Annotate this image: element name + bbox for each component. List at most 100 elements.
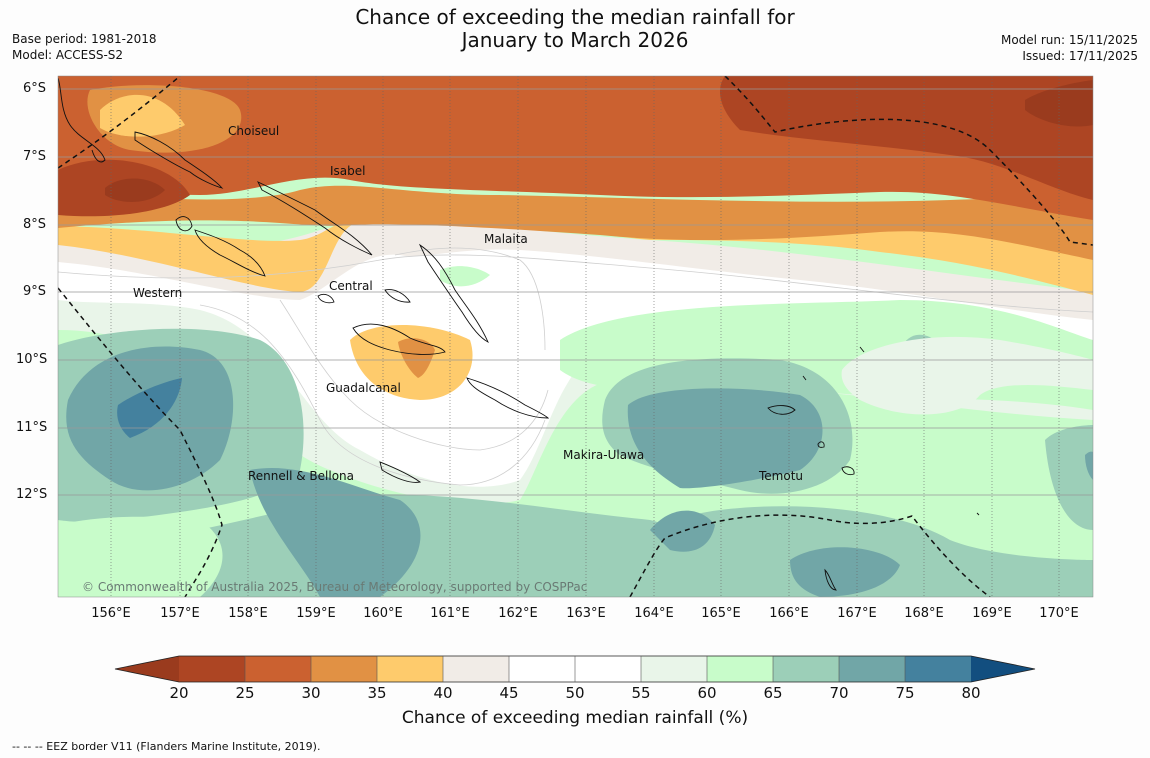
contour-yellow-choiseul <box>100 94 185 137</box>
lon-label: 162°E <box>498 606 538 621</box>
cbar-tick: 25 <box>235 684 255 702</box>
lon-label: 159°E <box>296 606 336 621</box>
lon-label: 164°E <box>634 606 674 621</box>
region-label-choiseul: Choiseul <box>228 124 280 138</box>
contour-70-75-se2 <box>790 547 900 597</box>
region-label-rennell: Rennell & Bellona <box>248 469 355 483</box>
lat-label: 9°S <box>23 284 47 299</box>
model-name: Model: ACCESS-S2 <box>12 48 124 62</box>
cbar-tick: 75 <box>895 684 915 702</box>
choiseul-coast <box>134 131 224 189</box>
contour-60-65-sw <box>58 516 223 597</box>
contour-lines <box>58 247 1093 486</box>
lon-label: 160°E <box>363 606 403 621</box>
cbar-20-25 <box>179 656 245 682</box>
rennell-coast <box>379 461 422 483</box>
cbar-60-65 <box>707 656 773 682</box>
cbar-tick: 35 <box>367 684 387 702</box>
lon-label: 167°E <box>837 606 877 621</box>
cbar-tick: 45 <box>499 684 519 702</box>
contour-70-75-se <box>650 510 715 552</box>
reef-islands <box>802 346 980 516</box>
rainfall-map <box>57 75 1094 683</box>
cbar-gt80 <box>971 656 1035 682</box>
cbar-tick: 55 <box>631 684 651 702</box>
lat-label: 11°S <box>16 420 48 435</box>
cbar-55-60 <box>641 656 707 682</box>
lat-label: 7°S <box>23 149 47 164</box>
contour-70-75-south <box>250 467 421 597</box>
contour-75-80-west <box>117 378 182 438</box>
lon-label: 169°E <box>972 606 1012 621</box>
new-georgia-coast <box>194 229 266 277</box>
meta-right: Model run: 15/11/2025 Issued: 17/11/2025 <box>1001 32 1138 64</box>
cbar-65-70 <box>773 656 839 682</box>
cbar-tick: 65 <box>763 684 783 702</box>
bougainville-coast <box>58 77 106 163</box>
florida-coast <box>384 289 411 303</box>
contour-20-25-east <box>720 76 1093 200</box>
vella-coast <box>175 216 193 232</box>
lat-label: 6°S <box>23 81 47 96</box>
vanikoro-coast <box>841 466 855 476</box>
malaita-coast <box>418 243 489 343</box>
lon-label: 166°E <box>769 606 809 621</box>
lon-label: 161°E <box>430 606 470 621</box>
region-label-malaita: Malaita <box>484 232 528 246</box>
cbar-75-80 <box>905 656 971 682</box>
coastlines <box>58 77 980 591</box>
cbar-tick: 80 <box>961 684 981 702</box>
tikopia-coast <box>824 568 837 591</box>
cbar-tick: 60 <box>697 684 717 702</box>
cbar-tick: 40 <box>433 684 453 702</box>
utupua-coast <box>817 441 825 448</box>
lon-label: 157°E <box>160 606 200 621</box>
colorbar <box>114 655 1036 683</box>
contour-70-75-east <box>627 388 823 489</box>
region-label-western: Western <box>133 286 183 300</box>
lon-label: 165°E <box>701 606 741 621</box>
contour-lt20-west <box>105 178 165 202</box>
makira-coast <box>466 377 550 419</box>
cbar-25-30 <box>245 656 311 682</box>
cbar-40-45 <box>443 656 509 682</box>
contour-30-35 <box>58 185 1093 260</box>
contour-guadalcanal-orange <box>398 338 435 378</box>
guadalcanal-coast <box>352 323 446 355</box>
contour-70-75-far-east <box>1085 451 1093 480</box>
meta-left: Base period: 1981-2018 Model: ACCESS-S2 <box>12 31 157 63</box>
lon-label: 156°E <box>91 606 131 621</box>
chart-title-line2: January to March 2026 <box>461 28 689 52</box>
region-label-guadalcanal: Guadalcanal <box>326 381 401 395</box>
cbar-70-75 <box>839 656 905 682</box>
model-run: Model run: 15/11/2025 <box>1000 33 1138 47</box>
region-label-makira: Makira-Ulawa <box>563 448 645 462</box>
lon-label: 158°E <box>228 606 268 621</box>
santa-cruz-coast <box>767 405 796 415</box>
region-label-temotu: Temotu <box>759 469 804 483</box>
lon-label: 168°E <box>904 606 944 621</box>
region-label-isabel: Isabel <box>330 164 366 178</box>
contour-malaita-green <box>440 266 490 287</box>
cbar-35-40 <box>377 656 443 682</box>
region-label-central: Central <box>329 279 373 293</box>
map-frame <box>57 75 1094 598</box>
chart-title-line1: Chance of exceeding the median rainfall … <box>355 5 795 29</box>
eez-border <box>58 76 1093 597</box>
cbar-30-35 <box>311 656 377 682</box>
cbar-lt20 <box>115 656 179 682</box>
eez-legend-note: -- -- -- EEZ border V11 (Flanders Marine… <box>12 740 321 753</box>
issued-date: Issued: 17/11/2025 <box>1022 49 1138 63</box>
lat-lines <box>58 88 1093 496</box>
copyright-notice: © Commonwealth of Australia 2025, Bureau… <box>82 580 588 594</box>
lat-label: 8°S <box>23 217 47 232</box>
colorbar-title: Chance of exceeding median rainfall (%) <box>401 708 749 728</box>
cbar-tick: 30 <box>301 684 321 702</box>
lat-label: 10°S <box>16 352 48 367</box>
cbar-tick: 70 <box>829 684 849 702</box>
cbar-50-55 <box>575 656 641 682</box>
lon-label: 163°E <box>566 606 606 621</box>
cbar-tick: 20 <box>169 684 189 702</box>
isabel-coast <box>257 181 373 256</box>
contour-65-70-far-east <box>1045 425 1093 530</box>
